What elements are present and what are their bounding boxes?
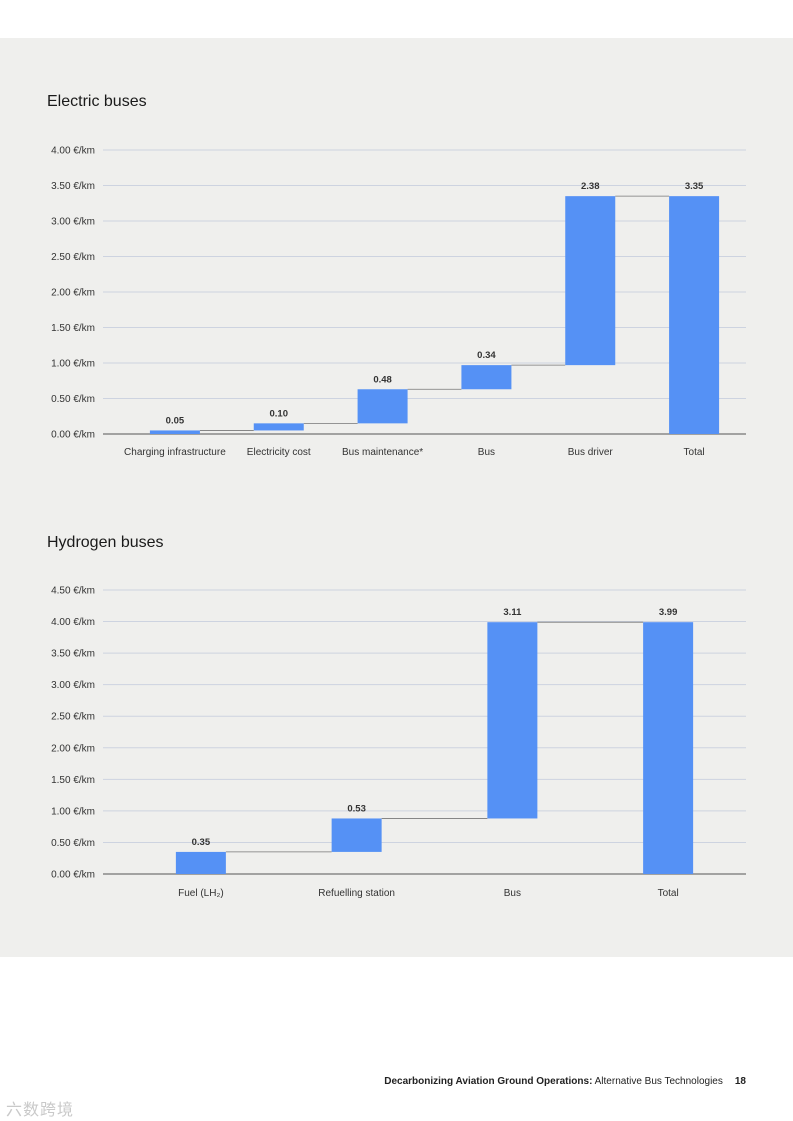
category-label: Fuel (LH₂) [178,888,224,899]
data-label: 3.35 [685,181,704,192]
y-tick-label: 2.00 €/km [51,743,95,754]
category-label: Bus [504,888,521,899]
waterfall-bar [253,423,304,431]
chart-title-hydrogen: Hydrogen buses [47,534,164,551]
category-label: Bus driver [568,447,614,458]
y-tick-label: 1.50 €/km [51,323,95,334]
category-label: Bus maintenance* [342,447,423,458]
y-tick-label: 4.00 €/km [51,617,95,628]
category-label: Charging infrastructure [124,447,226,458]
y-tick-label: 0.00 €/km [51,430,95,441]
chart-title-electric: Electric buses [47,93,147,110]
waterfall-bar [487,622,538,819]
data-label: 0.48 [373,374,392,385]
y-tick-label: 1.50 €/km [51,775,95,786]
y-tick-label: 3.00 €/km [51,217,95,228]
category-label: Total [684,447,705,458]
y-tick-label: 1.00 €/km [51,359,95,370]
data-label: 0.10 [270,408,289,419]
data-label: 0.05 [166,415,185,426]
waterfall-bar [461,365,512,390]
footer-title-bold: Decarbonizing Aviation Ground Operations… [384,1076,593,1087]
y-tick-label: 4.50 €/km [51,586,95,597]
y-tick-label: 2.50 €/km [51,712,95,723]
page-footer: Decarbonizing Aviation Ground Operations… [384,1076,746,1087]
waterfall-bar [669,196,720,434]
page-number: 18 [734,1076,746,1087]
y-tick-label: 1.00 €/km [51,806,95,817]
y-tick-label: 0.50 €/km [51,394,95,405]
waterfall-bar [357,389,408,424]
watermark-logo: 六数跨境 [6,1100,75,1119]
data-label: 2.38 [581,181,600,192]
footer-title-rest: Alternative Bus Technologies [592,1076,723,1087]
data-label: 3.11 [503,607,522,618]
data-label: 0.34 [477,350,496,361]
y-tick-label: 3.50 €/km [51,649,95,660]
waterfall-bar [565,196,616,366]
y-tick-label: 2.00 €/km [51,288,95,299]
waterfall-bar [149,430,200,434]
waterfall-bar [175,851,226,874]
data-label: 3.99 [659,607,678,618]
y-tick-label: 3.00 €/km [51,680,95,691]
y-tick-label: 0.00 €/km [51,870,95,881]
y-tick-label: 4.00 €/km [51,146,95,157]
y-tick-label: 3.50 €/km [51,181,95,192]
category-label: Bus [478,447,495,458]
waterfall-bar [643,622,694,874]
category-label: Total [658,888,679,899]
data-label: 0.35 [192,837,211,848]
category-label: Refuelling station [318,888,395,899]
waterfall-bar [331,818,382,852]
y-tick-label: 0.50 €/km [51,838,95,849]
data-label: 0.53 [347,803,366,814]
category-label: Electricity cost [247,447,311,458]
y-tick-label: 2.50 €/km [51,252,95,263]
